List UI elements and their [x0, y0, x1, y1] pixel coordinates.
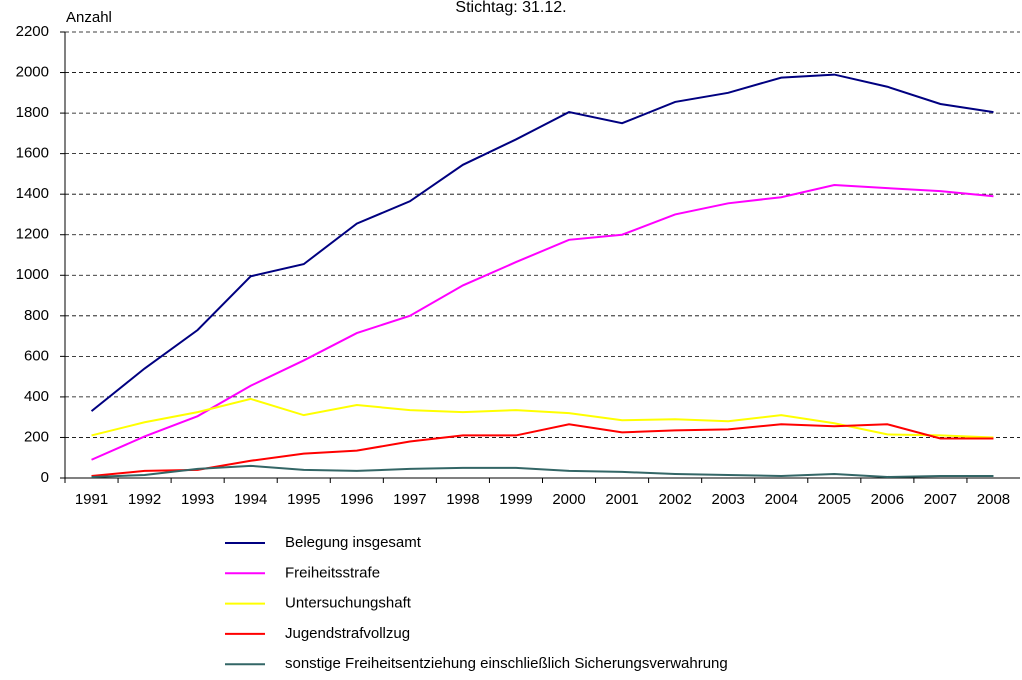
x-tick-label: 2007 [924, 491, 957, 508]
x-tick-label: 2005 [818, 491, 851, 508]
y-tick-label: 200 [24, 428, 49, 445]
x-tick-label: 1993 [181, 491, 214, 508]
series-line [91, 464, 994, 478]
series-line [91, 423, 994, 477]
x-tick-label: 2006 [871, 491, 904, 508]
y-tick-label: 1600 [16, 145, 49, 162]
legend-label: Belegung insgesamt [285, 534, 422, 551]
x-tick-label: 1991 [75, 491, 108, 508]
y-tick-label: 2000 [16, 64, 49, 81]
legend-label: sonstige Freiheitsentziehung einschließl… [285, 655, 728, 672]
y-tick-label: 1400 [16, 185, 49, 202]
series-line [91, 184, 994, 461]
x-tick-label: 2002 [658, 491, 691, 508]
series-line [91, 397, 994, 439]
x-tick-label: 1996 [340, 491, 373, 508]
x-tick-label: 1995 [287, 491, 320, 508]
x-tick-label: 2003 [712, 491, 745, 508]
y-tick-label: 1800 [16, 104, 49, 121]
x-tick-label: 2000 [552, 491, 585, 508]
y-tick-label: 0 [41, 469, 49, 486]
y-tick-label: 400 [24, 388, 49, 405]
y-tick-label: 800 [24, 307, 49, 324]
x-tick-label: 1992 [128, 491, 161, 508]
x-tick-label: 2001 [605, 491, 638, 508]
x-tick-label: 2004 [765, 491, 798, 508]
y-tick-label: 1000 [16, 266, 49, 283]
chart-title: Stichtag: 31.12. [455, 0, 566, 16]
legend-label: Untersuchungshaft [285, 595, 412, 612]
series-line [90, 73, 994, 412]
x-tick-label: 1997 [393, 491, 426, 508]
legend-label: Jugendstrafvollzug [285, 625, 410, 642]
y-tick-label: 1200 [16, 226, 49, 243]
y-axis-label: Anzahl [66, 9, 112, 26]
x-tick-label: 1998 [446, 491, 479, 508]
y-tick-label: 600 [24, 347, 49, 364]
y-tick-label: 2200 [16, 23, 49, 40]
x-tick-label: 1994 [234, 491, 267, 508]
x-tick-label: 2008 [977, 491, 1010, 508]
legend-label: Freiheitsstrafe [285, 564, 380, 581]
x-tick-label: 1999 [499, 491, 532, 508]
